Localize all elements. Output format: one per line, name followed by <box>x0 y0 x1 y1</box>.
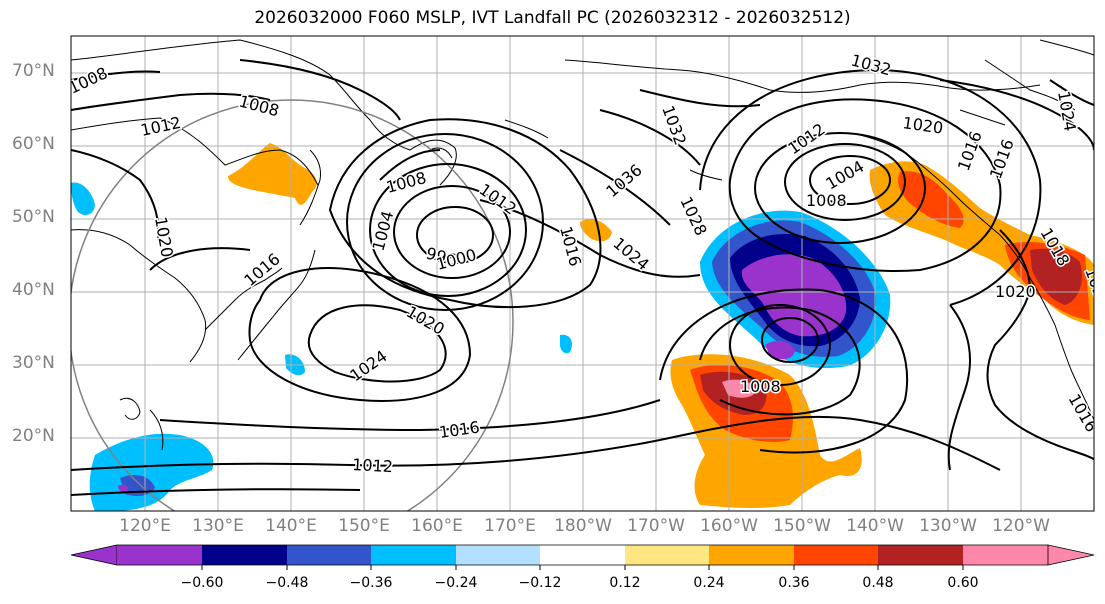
lat-label: 30°N <box>12 353 55 373</box>
colorbar-tick-label: 0.60 <box>947 575 979 591</box>
colorbar-swatch <box>625 545 709 565</box>
lon-label: 180°W <box>554 516 612 536</box>
contour-label: 996 <box>424 244 458 270</box>
ivt-shading <box>71 143 1094 511</box>
colorbar-swatch <box>1047 544 1095 566</box>
lat-label: 60°N <box>12 134 55 154</box>
map-title: 2026032000 F060 MSLP, IVT Landfall PC (2… <box>254 8 851 28</box>
plot-area: 1008 1008 1012 1032 1024 1020 1032 1012 … <box>71 36 1094 511</box>
colorbar-swatch <box>878 545 963 565</box>
colorbar-tick-label: −0.48 <box>265 575 309 591</box>
colorbar-swatch <box>371 545 456 565</box>
lat-label: 50°N <box>12 207 55 227</box>
lat-label: 40°N <box>12 280 55 300</box>
colorbar-tick-label: 0.48 <box>862 575 894 591</box>
contour-label: 1012 <box>352 455 394 476</box>
colorbar-tick-label: −0.60 <box>180 575 224 591</box>
lon-label: 120°E <box>119 516 171 536</box>
colorbar-swatch <box>117 545 202 565</box>
colorbar-swatch <box>794 545 878 565</box>
colorbar-tick-label: 0.24 <box>693 575 725 591</box>
colorbar-swatch <box>70 544 118 566</box>
colorbar-swatch <box>287 545 371 565</box>
lon-label: 160°W <box>700 516 758 536</box>
colorbar-swatch <box>202 545 287 565</box>
lon-label: 120°W <box>992 516 1050 536</box>
lon-label: 140°W <box>846 516 904 536</box>
lon-label: 150°E <box>338 516 390 536</box>
colorbar-tick-label: 0.12 <box>609 575 641 591</box>
lat-label: 20°N <box>12 426 55 446</box>
lon-label: 160°E <box>411 516 463 536</box>
contour-label: 1008 <box>740 377 781 396</box>
colorbar-swatch <box>709 545 794 565</box>
contour-label: 1008 <box>806 191 847 210</box>
colorbar-swatch <box>540 545 625 565</box>
lat-label: 70°N <box>12 61 55 81</box>
coastlines <box>71 39 1094 451</box>
colorbar-swatch <box>456 545 540 565</box>
lon-label: 150°W <box>773 516 831 536</box>
distance-circle <box>71 99 514 511</box>
colorbar-tick-label: 0.36 <box>778 575 810 591</box>
lon-label: 170°E <box>484 516 536 536</box>
plot-frame <box>70 35 1095 512</box>
colorbar-tick-label: −0.24 <box>434 575 478 591</box>
colorbar-tick-label: −0.12 <box>518 575 562 591</box>
mslp-contours <box>71 59 1094 496</box>
lon-label: 170°W <box>627 516 685 536</box>
lon-label: 130°E <box>192 516 244 536</box>
lon-label: 130°W <box>919 516 977 536</box>
colorbar-swatch <box>963 545 1048 565</box>
contour-label: 1020 <box>995 282 1036 301</box>
colorbar-tick-label: −0.36 <box>349 575 393 591</box>
graticule <box>71 36 1094 511</box>
contour-label: 1024 <box>1054 89 1080 132</box>
colorbar <box>70 544 1095 570</box>
lon-label: 140°E <box>265 516 317 536</box>
